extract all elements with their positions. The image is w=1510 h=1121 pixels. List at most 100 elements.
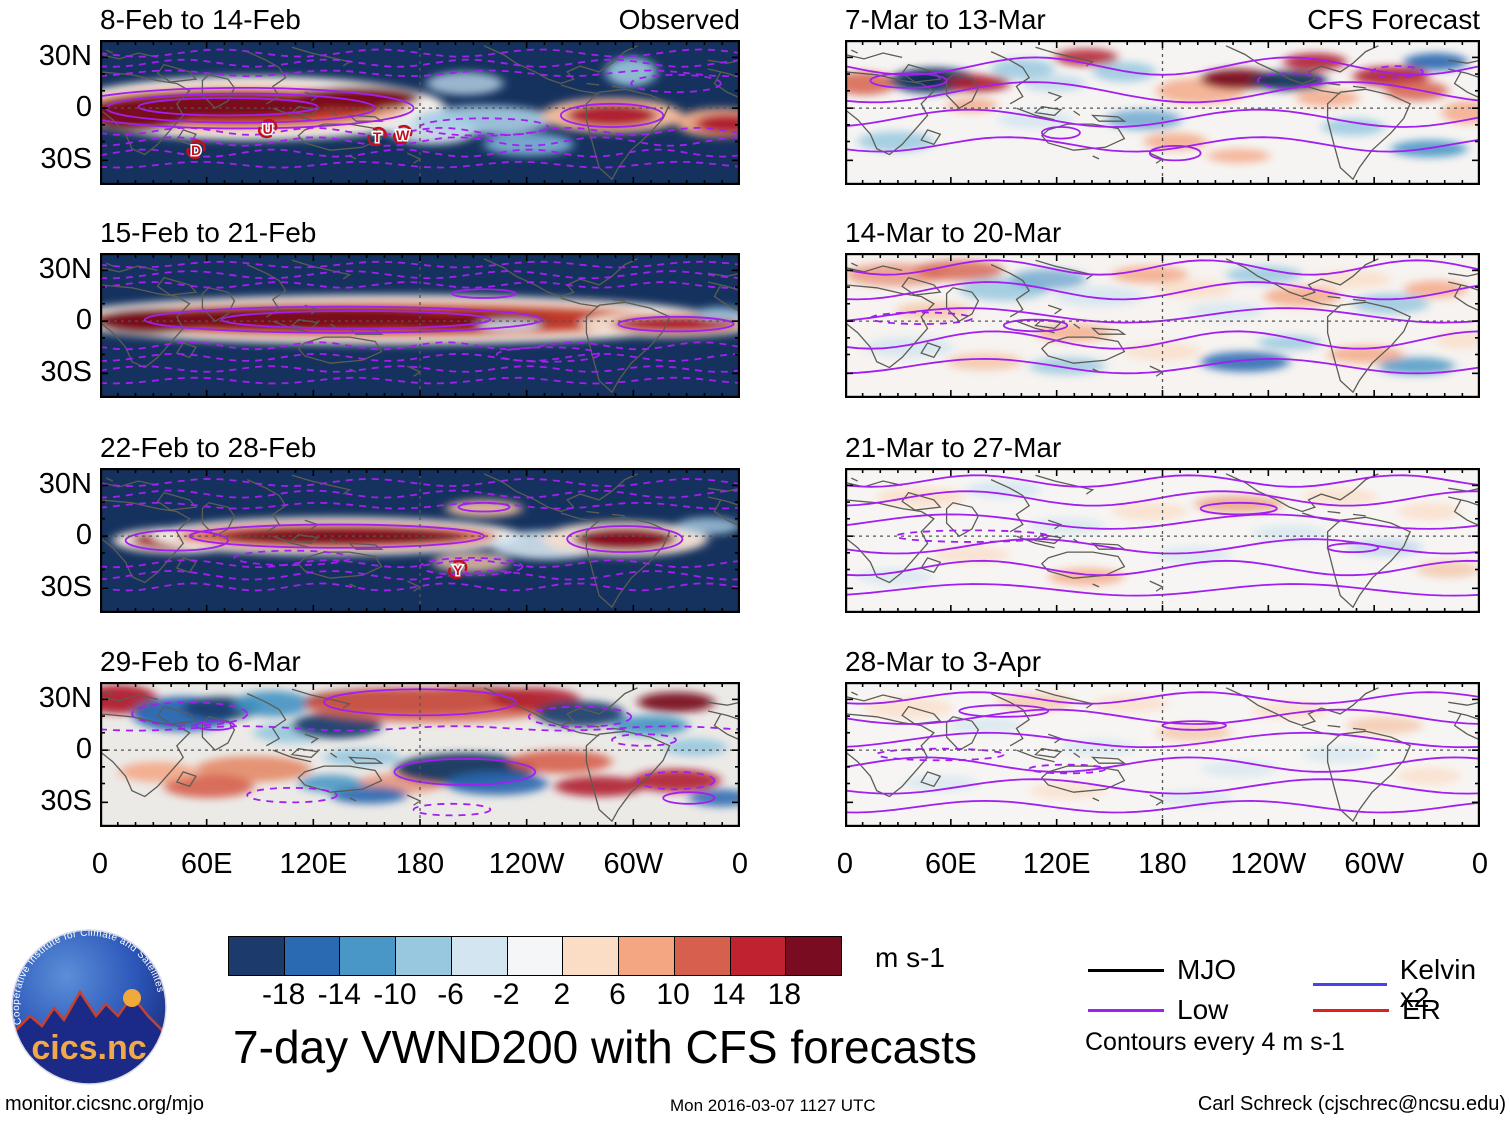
- contour-dashed: [100, 69, 740, 78]
- legend-item-mjo: MJO: [1088, 956, 1236, 984]
- y-tick-label: 30N: [38, 40, 92, 73]
- cicsnc-logo: Cooperative Institute for Climate and Sa…: [11, 928, 167, 1085]
- panel-title-2: 22-Feb to 28-Feb: [100, 432, 317, 463]
- contour-dashed: [636, 771, 716, 791]
- panel-title-5: 14-Mar to 20-Mar: [845, 217, 1062, 248]
- x-tick-label: 180: [395, 848, 445, 880]
- contour-solid: [845, 330, 1480, 350]
- x-tick-label: 0: [91, 848, 109, 880]
- contour-dashed: [1028, 763, 1107, 775]
- contour-solid: [869, 72, 948, 89]
- map-panel-6: [845, 468, 1480, 613]
- y-tick-label: 30N: [38, 682, 92, 715]
- y-tick-label: 30N: [38, 468, 92, 501]
- storm-marker-W: W: [392, 124, 413, 145]
- contour-solid: [559, 102, 665, 128]
- footer-timestamp: Mon 2016-03-07 1127 UTC: [670, 1096, 876, 1115]
- colorbar-cell: [730, 937, 787, 975]
- footer-author: Carl Schreck (cjschrec@ncsu.edu): [1197, 1093, 1506, 1115]
- contour-solid: [845, 708, 1480, 725]
- panel-title-3: 29-Feb to 6-Mar: [100, 646, 301, 677]
- colorbar: [228, 936, 842, 976]
- svg-text:Y: Y: [453, 562, 463, 578]
- contour-dashed: [100, 270, 740, 280]
- logo-mountains: [12, 992, 166, 1084]
- storm-marker-Y: Y: [448, 559, 468, 579]
- colorbar-tick-label: -6: [437, 978, 464, 1011]
- contour-dashed: [527, 705, 633, 728]
- map-panel-3: [100, 682, 740, 827]
- contour-dashed: [875, 747, 1005, 762]
- panel-corner-0: Observed: [618, 4, 740, 35]
- colorbar-tick-label: 18: [767, 978, 802, 1011]
- contour-solid: [451, 288, 517, 299]
- panel-title-4: 7-Mar to 13-Mar: [845, 4, 1046, 35]
- colorbar-tick-label: -10: [373, 978, 417, 1011]
- colorbar-units: m s-1: [875, 942, 945, 973]
- contour-solid: [845, 108, 1480, 128]
- y-tick-label: 30S: [40, 356, 92, 389]
- legend-line-swatch: [1088, 968, 1164, 972]
- axis-ticks: [100, 40, 740, 185]
- contour-solid: [100, 86, 415, 130]
- contour-solid: [617, 315, 735, 333]
- colorbar-tick-label: -18: [261, 978, 306, 1011]
- contour-dashed: [100, 477, 740, 488]
- contour-dashed: [100, 725, 740, 732]
- contour-dashed: [495, 346, 601, 363]
- y-tick-label: 0: [75, 91, 92, 124]
- colorbar-tick-label: 6: [609, 978, 626, 1011]
- storm-marker-D: D: [186, 139, 206, 159]
- colorbar-tick-label: 2: [553, 978, 571, 1011]
- legend-item-low: Low: [1088, 996, 1228, 1024]
- contour-dashed: [100, 136, 740, 147]
- contour-dashed: [611, 733, 677, 747]
- contour-dashed: [630, 73, 722, 94]
- x-tick-label: 60W: [1344, 848, 1404, 880]
- contour-dashed: [100, 260, 740, 269]
- legend-item-kelvin-x2: Kelvin x2: [1313, 956, 1510, 1012]
- legend-note: Contours every 4 m s-1: [1085, 1028, 1345, 1056]
- contour-dashed: [100, 559, 740, 569]
- colorbar-tick-label: -14: [317, 978, 361, 1011]
- storm-marker-U: U: [257, 119, 278, 139]
- panel-corner-4: CFS Forecast: [1307, 4, 1480, 35]
- contour-solid: [124, 529, 229, 552]
- contour-dashed: [100, 489, 740, 499]
- contour-dashed: [100, 570, 740, 581]
- contour-dashed: [869, 311, 973, 325]
- contour-dashed: [100, 376, 740, 385]
- contour-solid: [393, 757, 537, 786]
- coastline: [100, 46, 740, 179]
- colorbar-cell: [229, 937, 285, 975]
- axis-ticks: [100, 253, 740, 398]
- x-tick-label: 0: [731, 848, 749, 880]
- contour-solid: [1326, 542, 1380, 554]
- y-tick-label: 30S: [40, 571, 92, 604]
- colorbar-cell: [451, 937, 508, 975]
- storm-marker-T: T: [367, 127, 387, 147]
- contour-dashed: [1371, 65, 1424, 79]
- logo-wordmark: cics.nc: [31, 1029, 146, 1067]
- axis-ticks: [845, 253, 1480, 398]
- contour-dashed: [100, 365, 740, 373]
- contour-solid: [143, 305, 543, 334]
- coastline: [845, 46, 1480, 179]
- map-panel-0: D U T W: [100, 40, 740, 185]
- contour-solid: [188, 523, 485, 549]
- y-tick-label: 30N: [38, 253, 92, 286]
- contour-dashed: [233, 549, 351, 567]
- y-tick-label: 30S: [40, 143, 92, 176]
- map-panel-7: [845, 682, 1480, 827]
- panel-title-0: 8-Feb to 14-Feb: [100, 4, 301, 35]
- contour-solid: [1040, 126, 1081, 140]
- panel-title-6: 21-Mar to 27-Mar: [845, 432, 1062, 463]
- y-tick-label: 0: [75, 733, 92, 766]
- x-tick-label: 120E: [1022, 848, 1091, 880]
- contour-dashed: [100, 501, 740, 510]
- contour-solid: [958, 704, 1050, 718]
- contour-solid: [662, 791, 716, 805]
- svg-text:T: T: [373, 129, 382, 145]
- legend-line-swatch: [1313, 982, 1387, 986]
- legend-label: Kelvin x2: [1399, 954, 1477, 1013]
